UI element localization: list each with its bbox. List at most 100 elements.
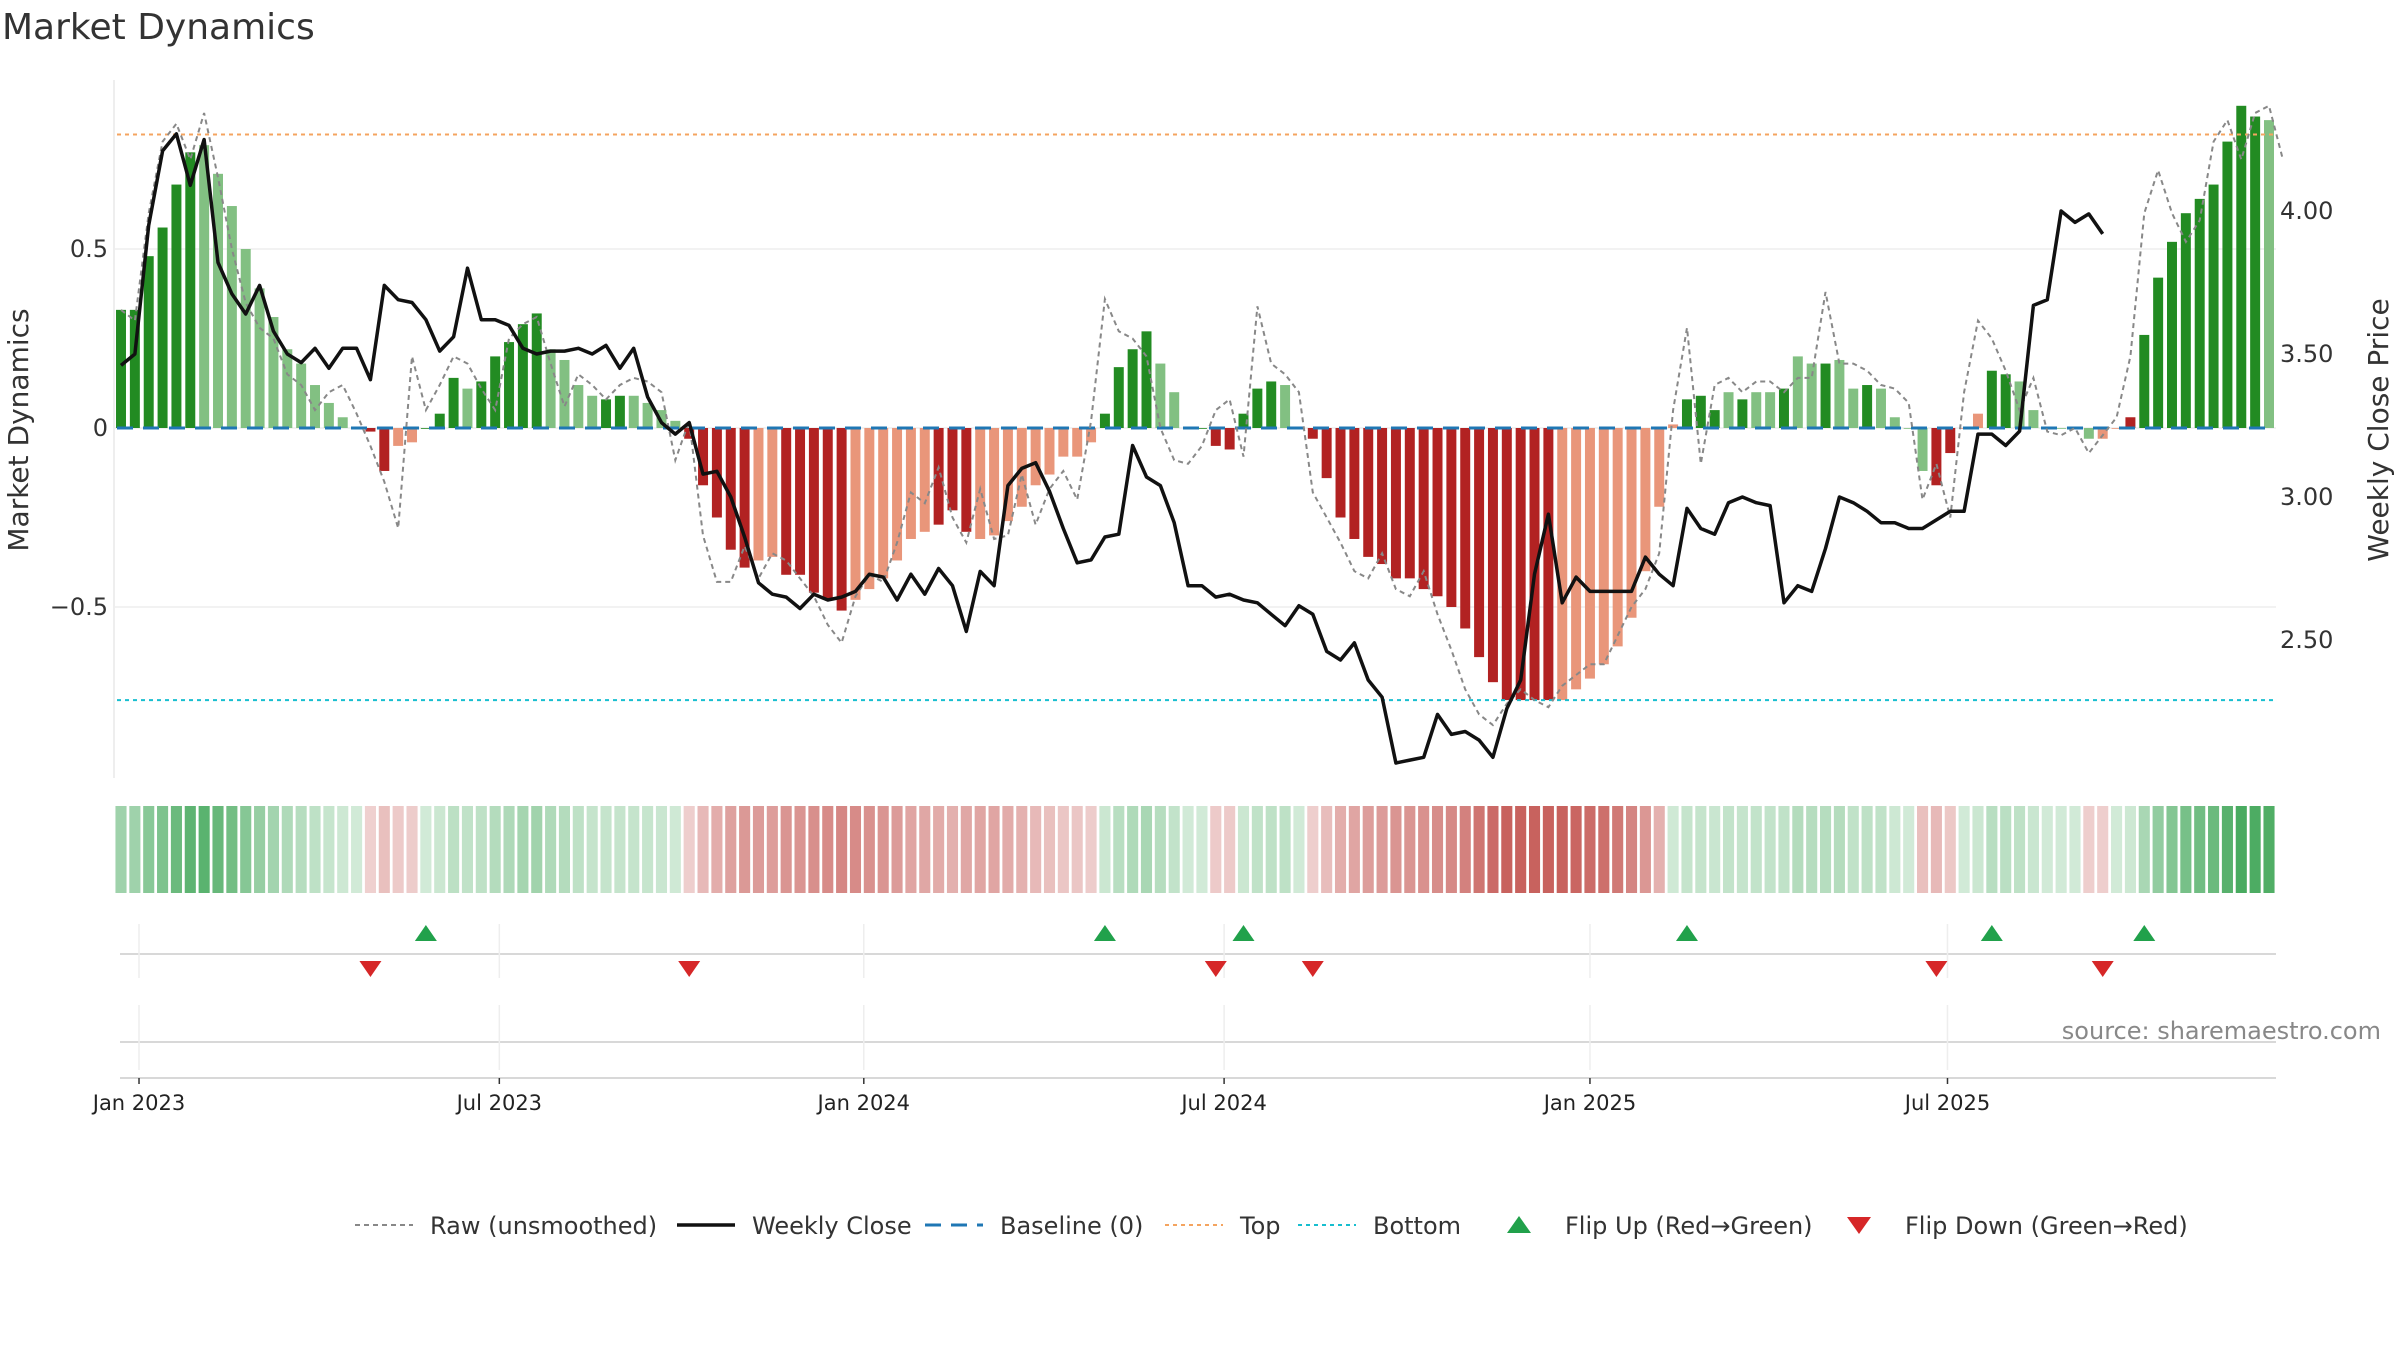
state-cell (129, 806, 141, 893)
state-cell (1224, 806, 1236, 893)
state-cell (1972, 806, 1984, 893)
bar (698, 428, 709, 486)
bar (365, 428, 376, 432)
bar (2083, 428, 2094, 439)
y2-axis-label: Weekly Close Price (2362, 298, 2395, 561)
state-cell (1334, 806, 1347, 893)
bar (559, 359, 570, 428)
bar (1501, 428, 1512, 701)
bar (2000, 374, 2011, 428)
bar (1002, 428, 1013, 522)
state-cell (323, 806, 335, 893)
state-cell (1806, 806, 1818, 893)
bar (1072, 428, 1083, 457)
state-cell (1113, 806, 1125, 893)
state-cell (1695, 806, 1707, 893)
bar (407, 428, 418, 443)
state-cell (420, 806, 432, 893)
state-cell (309, 806, 321, 893)
bar (1321, 428, 1332, 479)
state-cell (1986, 806, 1998, 893)
legend-swatch (1507, 1216, 1531, 1233)
bar-series (116, 105, 2274, 701)
flip-up-marker (1232, 925, 1255, 941)
bar (878, 428, 889, 579)
state-cell (1376, 806, 1388, 893)
state-cell (1903, 806, 1915, 893)
flip-up-marker (1093, 925, 1116, 941)
bar (1113, 367, 1124, 428)
y-tick-label: 0.5 (70, 235, 108, 263)
legend-label: Bottom (1373, 1212, 1461, 1240)
state-cell (905, 806, 917, 893)
state-cell (489, 806, 501, 893)
state-cell (891, 806, 903, 893)
bar (781, 428, 792, 575)
state-cell (115, 806, 127, 893)
bar (1571, 428, 1582, 690)
state-cell (1778, 806, 1790, 893)
state-cell (2000, 806, 2012, 893)
state-cell (1722, 806, 1735, 893)
bar (1238, 413, 1249, 428)
bar (116, 309, 126, 428)
y2-tick-label: 4.00 (2280, 197, 2333, 225)
state-cell (2263, 806, 2275, 893)
state-cell (2138, 806, 2150, 893)
state-cell (836, 806, 848, 893)
bar (614, 395, 625, 428)
bar (1543, 428, 1554, 701)
bar (587, 395, 598, 428)
state-cell (184, 806, 196, 893)
bar (310, 385, 320, 428)
state-cell (600, 806, 612, 893)
state-cell (2124, 806, 2136, 893)
state-cell (1681, 806, 1693, 893)
bar (1307, 428, 1318, 439)
state-cell (351, 806, 363, 893)
state-cell (1431, 806, 1444, 893)
state-cell (586, 806, 598, 893)
state-cell (572, 806, 584, 893)
bar (1820, 363, 1831, 428)
bar (1889, 417, 1900, 428)
bar (1695, 395, 1706, 428)
bar (2056, 428, 2067, 429)
bar (2111, 428, 2122, 429)
state-cell (2069, 806, 2081, 893)
state-cell (1820, 806, 1832, 893)
state-cell (2235, 806, 2247, 893)
chart-title: Market Dynamics (2, 7, 315, 48)
state-cell (946, 806, 959, 893)
bar (1432, 428, 1443, 597)
bar (850, 428, 861, 600)
x-tick-label: Jan 2024 (816, 1091, 911, 1115)
bar (2097, 428, 2108, 439)
legend: Raw (unsmoothed) Weekly Close Baseline (0)… (355, 1212, 2188, 1240)
bar (1945, 428, 1956, 454)
bar (1972, 413, 1983, 428)
state-cell (295, 806, 307, 893)
bar (1196, 428, 1207, 429)
bar (1806, 363, 1817, 428)
bar (226, 206, 237, 428)
bar (1363, 428, 1374, 557)
bar (185, 152, 196, 428)
state-cell (2194, 806, 2206, 893)
state-strip (115, 806, 2275, 893)
flip-down-marker (678, 961, 701, 977)
legend-label: Baseline (0) (1000, 1212, 1143, 1240)
empty-panel: Jan 2023 Jul 2023 Jan 2024 Jul 2024 Jan 2025… (91, 1005, 2381, 1115)
state-cell (794, 806, 806, 893)
bar (2028, 410, 2039, 428)
state-cell (739, 806, 751, 893)
x-tick-label: Jan 2025 (1542, 1091, 1637, 1115)
state-cell (1390, 806, 1402, 893)
bar (2208, 184, 2219, 428)
state-cell (448, 806, 460, 893)
bar (1778, 388, 1789, 428)
bar (1640, 428, 1651, 572)
state-cell (1556, 806, 1568, 893)
legend-label: Raw (unsmoothed) (430, 1212, 657, 1240)
bar (254, 288, 265, 428)
